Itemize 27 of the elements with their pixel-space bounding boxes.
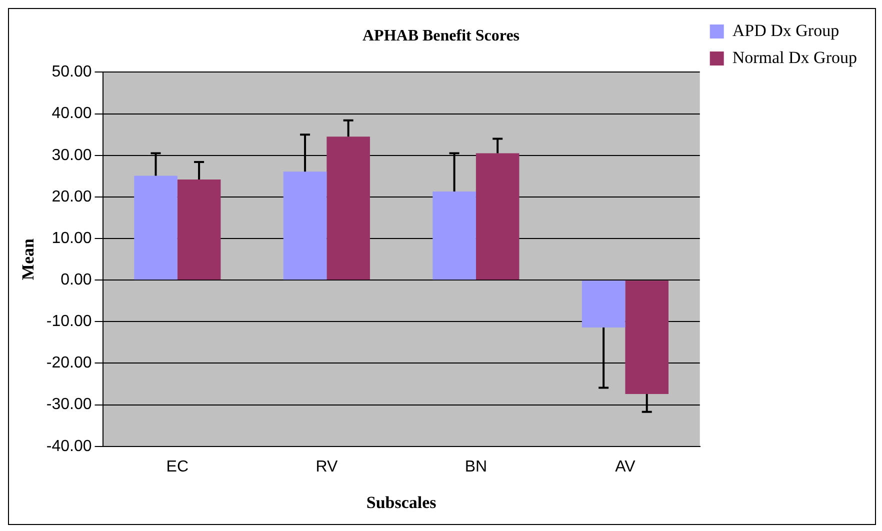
y-tick-label: -30.00 [46, 396, 92, 414]
x-axis-title: Subscales [366, 493, 437, 512]
y-tick-label: -20.00 [46, 354, 92, 372]
chart-title: APHAB Benefit Scores [362, 28, 520, 45]
x-tick-label: BN [464, 458, 488, 476]
bar [625, 280, 669, 394]
bar [476, 153, 520, 280]
bar [582, 280, 626, 328]
legend-label: APD Dx Group [732, 20, 840, 40]
legend-label: Normal Dx Group [732, 48, 858, 67]
bar [326, 136, 370, 280]
x-tick-label: EC [166, 458, 189, 476]
y-tick-label: 20.00 [52, 188, 92, 206]
bar [134, 176, 178, 280]
bar [283, 172, 327, 280]
y-tick-label: 0.00 [60, 271, 92, 288]
y-tick-label: -40.00 [46, 438, 92, 455]
y-tick-label: 10.00 [52, 230, 92, 247]
y-tick-label: 50.00 [52, 64, 92, 81]
x-tick-label: AV [615, 458, 636, 476]
y-axis-title: Mean [18, 238, 38, 280]
x-tick-label: RV [316, 458, 338, 476]
bar [432, 192, 476, 280]
y-tick-label: 30.00 [52, 146, 92, 164]
y-tick-label: -10.00 [46, 313, 92, 330]
y-tick-label: 40.00 [52, 105, 92, 122]
bar [177, 179, 221, 280]
